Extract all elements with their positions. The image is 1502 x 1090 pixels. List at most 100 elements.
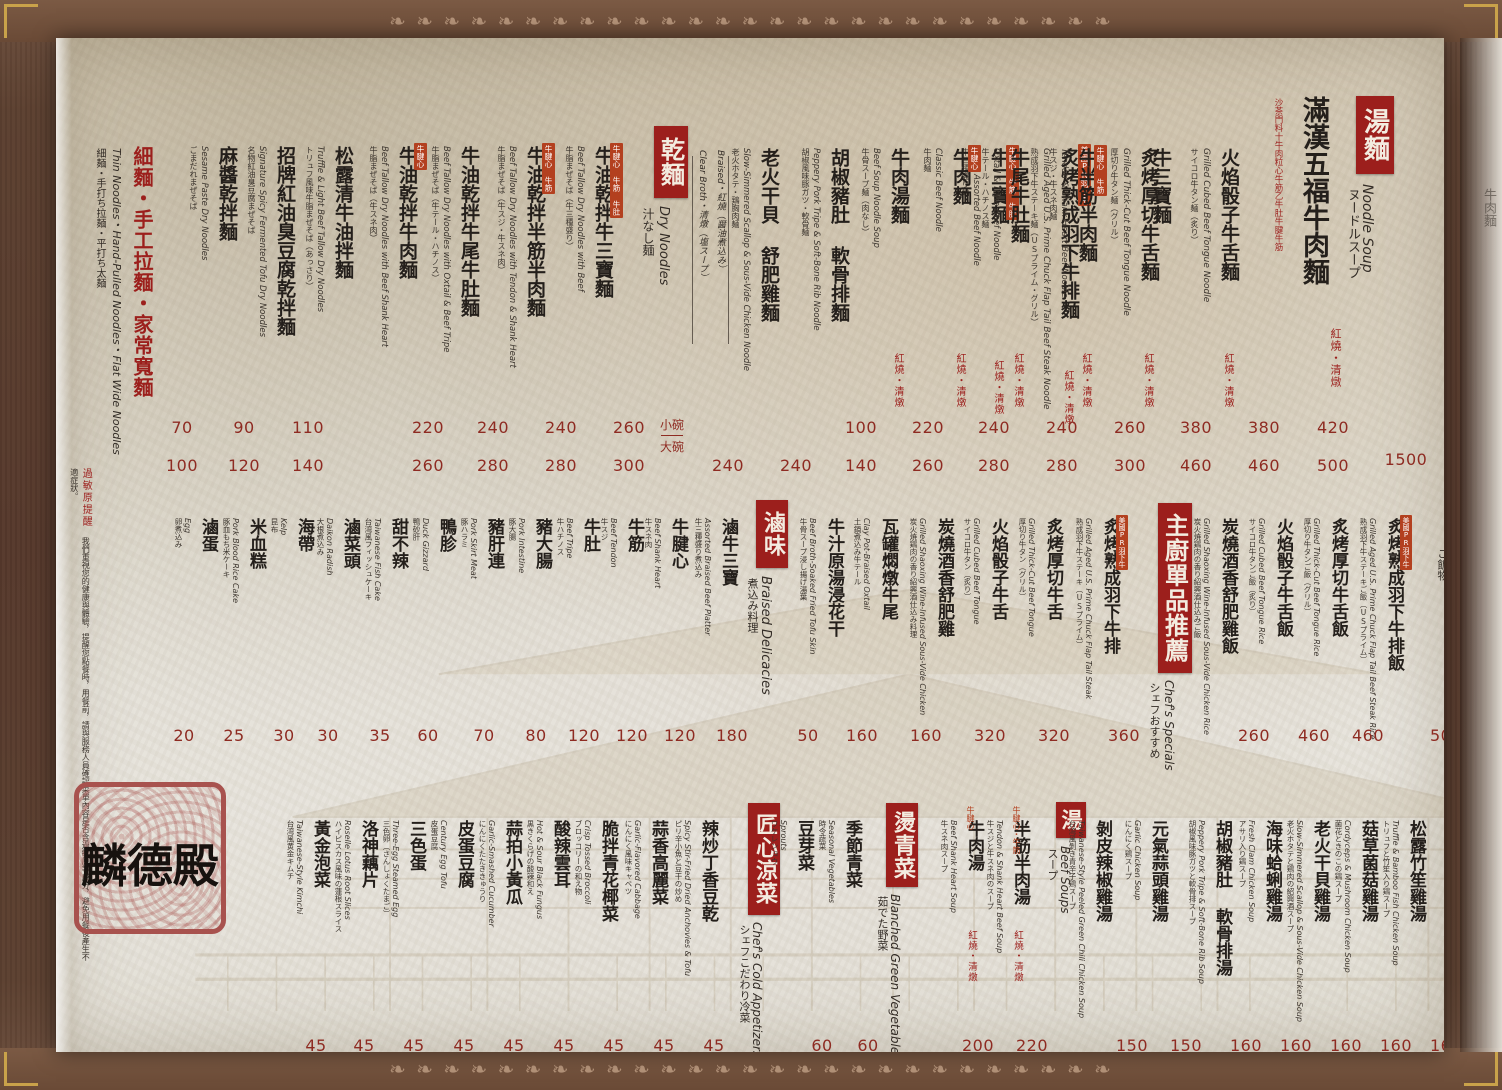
broth-legend-clear: Clear Broth・清燉（塩スープ） (697, 150, 707, 283)
item-name-en: Truffle & Bamboo Fish Chicken Soup (1391, 820, 1400, 966)
price-beefsoup-1: 220 (1015, 1036, 1049, 1052)
price-dry-7-l: 100 (165, 456, 199, 475)
section-seal-cold-appetizers: 匠心涼菜 (748, 803, 780, 915)
item-name-jp: 三色卵（さんしょくたまご） (382, 820, 391, 918)
price-special-1: 360 (1107, 726, 1141, 745)
item-name-zh: 酸辣雲耳 (550, 820, 570, 888)
item-name-jp: 牛骨スープ麺（肉なし） (861, 148, 870, 236)
item-name-zh: 蒜香高麗菜 (648, 820, 668, 905)
section-seal-braised: 滷味 (756, 500, 788, 568)
item-name-en: Kelp (279, 518, 288, 536)
price-noodle-3-l: 460 (1247, 456, 1281, 475)
menu-item-rice-3: 火焰骰子牛舌飯 Grilled Cubed Beef Tongue Rice サ… (1248, 518, 1296, 663)
item-redtag: 美國PR羽下牛 (1116, 515, 1128, 570)
item-name-jp: 炭火焼鶏肉の香り紹興酒仕込み料理 (909, 518, 918, 638)
price-braised-6: 70 (473, 726, 495, 745)
item-name-jp: 牛テール・ハチノス麺 (981, 148, 990, 228)
item-name-jp: 大根煮込み (316, 518, 325, 556)
item-name-en: Peppery Pork Tripe & Soft-Bone Rib Noodl… (811, 148, 821, 331)
item-name-zh: 米血糕 (246, 518, 266, 569)
price-braised-9: 30 (317, 726, 339, 745)
menu-item-noodle-2: 火焰骰子牛舌麵 Grilled Cubed Beef Tongue Noodle… (1190, 148, 1243, 408)
item-name-zh: 辣炒丁香豆乾 (698, 820, 718, 922)
menu-item-noodle-5-alt: 牛三寶麵 Triple Assorted Beef Noodle 牛三種盛り麺 … (961, 145, 1019, 415)
item-tags: 紅燒・清燉 (954, 353, 965, 408)
price-dry-3-s: 240 (476, 418, 510, 437)
section-seal-chefs-specials: 主廚單品推薦 (1158, 503, 1192, 673)
item-redtag: 牛腱心 牛筋 (1094, 145, 1107, 196)
item-name-zh: 牛筋 (624, 518, 644, 552)
price-chickensoup-2: 160 (1379, 1036, 1413, 1052)
corner-ornament-top-right (1464, 4, 1498, 38)
broth-legend-braised: Braised・紅燒（醤油煮込み） (715, 150, 725, 274)
menu-item-noodle-4: 炙烤熟成羽下牛排麵 Grilled Aged U.S. Prime Chuck … (1030, 144, 1091, 425)
item-name-zh: 滷蛋 (198, 518, 218, 552)
price-noodle-8-s: 220 (911, 418, 945, 437)
price-noodle-7-l: 280 (977, 456, 1011, 475)
section-jp-chefs-specials: シェフおすすめ (1148, 682, 1161, 759)
price-braised-2: 120 (663, 726, 697, 745)
item-redtag: 牛腱心・牛筋 (1012, 806, 1021, 854)
item-name-en: Pork Blood Rice Cake (231, 518, 240, 603)
item-name-zh: 脆拌青花椰菜 (598, 820, 618, 922)
item-name-zh: 牛半筋半肉麵 (1076, 148, 1098, 262)
item-name-jp: 厚切り牛タン麺（グリル） (1110, 148, 1119, 244)
item-tags: 紅燒・清燉 (1080, 353, 1091, 408)
price-cold-5: 45 (503, 1036, 525, 1052)
item-name-zh: 炙烤熟成羽下牛排 (1100, 518, 1120, 654)
item-name-zh: 招牌紅油臭豆腐乾拌麵 (274, 146, 296, 336)
menu-item-dry-1: 牛油乾拌牛三寶麵 Beef Tallow Dry Noodles with Be… (565, 143, 623, 301)
legend-divider (692, 156, 693, 344)
corner-ornament-bottom-left (4, 1052, 38, 1086)
item-name-zh: 牛汁原湯浸花干 (824, 518, 844, 637)
noodle-style-jp: 細麺・手打ち拉麺・平打ち太麺 (94, 148, 105, 288)
item-name-en: Pork Intestine (517, 518, 526, 574)
menu-item-special-4: 炭燒酒香舒肥雞 Grilled Shaoxing Wine-Infused So… (909, 518, 957, 715)
menu-item-cold-7: 三色蛋 Three-Egg Steamed Egg 三色卵（さんしょくたまご） (382, 820, 429, 918)
item-name-en: Grilled Aged U.S. Prime Chuck Flap Tail … (1041, 148, 1051, 410)
item-name-zh: 海味蛤蜊雞湯 (1262, 820, 1282, 922)
price-braised-11: 25 (223, 726, 245, 745)
menu-item-cold-9: 黃金泡菜 Taiwanese-Style Kimchi 台湾風黄金キムチ (286, 820, 333, 914)
price-chickensoup-3: 160 (1329, 1036, 1363, 1052)
item-name-zh: 牛油乾拌牛尾牛肚麵 (458, 146, 480, 317)
seal-border-ornament (74, 782, 226, 934)
item-name-zh: 牛肉湯麵 (888, 148, 910, 224)
menu-item-special-5: 瓦罐燜燉牛尾 Clay Pot-Braised Oxtail 土鍋煮込み牛テール (853, 518, 901, 628)
legend-divider-2 (728, 156, 729, 344)
section-en-cold-appetizers: Chef's Cold Appetizers (750, 922, 764, 1052)
price-cold-2: 45 (653, 1036, 675, 1052)
section-seal-noodle-soup: 湯麵 (1356, 96, 1394, 174)
menu-item-cold-4: 酸辣雲耳 Hot & Sour Black Fungus 黒きくらげの酸辣和え (526, 820, 573, 919)
item-name-jp: 豚大腸 (508, 518, 517, 541)
item-name-en: Beef Tallow Dry Noodles with Beef (575, 146, 585, 292)
item-name-en: Taiwanese Fish Cake (373, 518, 382, 601)
item-name-zh: 海帶 (294, 518, 314, 552)
noodle-style-zh: 細麵・手工拉麵・家常寬麵 (130, 146, 154, 398)
item-name-zh: 牛腱心 (668, 518, 688, 569)
item-name-zh: 半筋半肉湯 (1010, 820, 1030, 905)
item-tags: 紅燒・清燉 (1012, 930, 1023, 983)
menu-item-dry-4: 牛油乾拌牛肉麵 Beef Tallow Dry Noodles with Bee… (369, 143, 427, 347)
item-name-en: Century Egg Tofu (439, 820, 448, 889)
price-dry-5-l: 140 (291, 456, 325, 475)
menu-item-braised-10: 海帶 Kelp 昆布 (270, 518, 317, 562)
section-en-noodle-soup: Noodle Soup (1359, 184, 1375, 273)
price-special-6: 50 (797, 726, 819, 745)
item-name-zh: 火焰骰子牛舌飯 (1273, 518, 1293, 637)
band-glyphs-bottom: ❧ ❧ ❧ ❧ ❧ ❧ ❧ ❧ ❧ ❧ ❧ ❧ ❧ ❧ ❧ ❧ ❧ ❧ ❧ ❧ … (389, 1057, 1113, 1081)
menu-item-special-3: 火焰骰子牛舌 Grilled Cubed Beef Tongue サイコロ牛タン… (963, 518, 1011, 646)
item-name-zh: 三色蛋 (406, 820, 426, 871)
menu-item-noodle-9: 牛肉湯麵 Beef Soup Noodle Soup 牛骨スープ麺（肉なし） 紅… (861, 148, 913, 408)
menu-item-special-6: 牛汁原湯浸花干 Beef Broth-Soaked Fried Tofu Ski… (799, 518, 847, 654)
price-dry-7-s: 70 (171, 418, 193, 437)
menu-item-noodle-6: 牛半筋半肉麵 Tendon & Shank Heart Beef Noodle … (1049, 145, 1107, 408)
item-name-zh: 皮蛋豆腐 (454, 820, 474, 888)
item-tags: 紅燒・清燉 (1062, 370, 1073, 425)
item-name-jp: 老火ホタテ・鶏胸肉麺 (731, 148, 740, 228)
item-name-jp: 牛三種盛り煮込み (694, 518, 703, 578)
item-name-jp: 豚ハラミ (460, 518, 469, 548)
price-braised-12: 20 (173, 726, 195, 745)
item-name-zh: 炙烤熟成羽下牛排飯 (1384, 518, 1404, 671)
price-special-5: 160 (845, 726, 879, 745)
